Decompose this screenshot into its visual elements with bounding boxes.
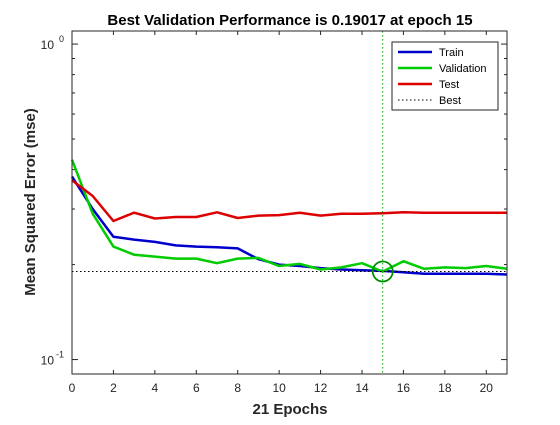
legend: Train Validation Test Best [391,41,499,111]
series-line-test [71,179,507,223]
x-tick-label: 18 [438,381,452,395]
plot-frame [71,30,508,375]
legend-label-validation: Validation [439,63,487,75]
best-point-marker-outline [372,261,394,282]
legend-items: Train Validation Test Best [398,47,487,107]
legend-label-test: Test [439,79,459,91]
legend-label-train: Train [439,47,464,59]
series-line-validation [70,159,508,273]
best-marker-layer [72,31,507,374]
y-tick-label: 10 [41,354,55,368]
x-tick-label: 20 [480,381,494,395]
x-tick-label: 8 [234,381,241,395]
x-tick-label: 6 [193,381,200,395]
legend-box [391,41,499,111]
x-tick-label: 14 [355,381,369,395]
x-tick-label: 12 [314,381,328,395]
x-tick-label: 16 [397,381,411,395]
y-tick-label: 10 [41,38,55,52]
x-tick-label: 10 [272,381,286,395]
y-axis-label: Mean Squared Error (mse) [22,108,39,296]
chart-title: Best Validation Performance is 0.19017 a… [107,12,472,29]
x-axis-label: 21 Epochs [252,401,327,418]
x-tick-label: 4 [152,381,159,395]
x-tick-label: 0 [69,381,76,395]
series-layer [70,159,508,276]
x-tick-label: 2 [110,381,117,395]
legend-label-best: Best [439,95,461,107]
y-tick-exponent: 0 [59,34,64,44]
y-tick-exponent: -1 [56,350,64,360]
x-axis-ticks: 0 2 4 6 8 10 12 14 16 18 20 [69,31,494,395]
